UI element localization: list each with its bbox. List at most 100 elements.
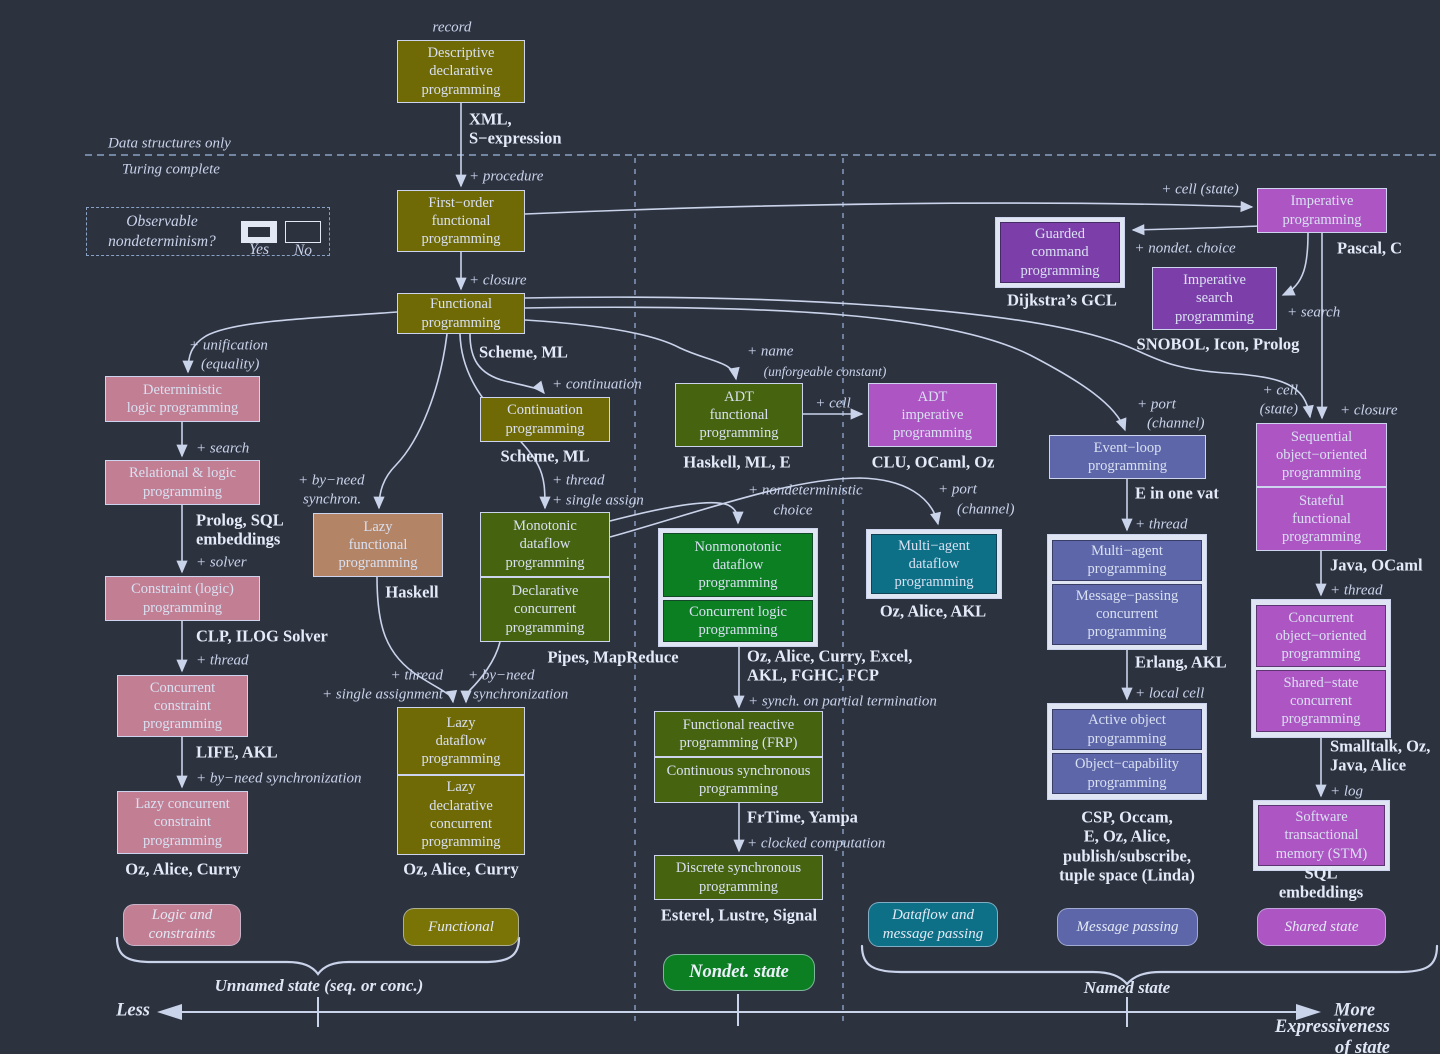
label-expressiveness: Expressiveness of state [1274, 1017, 1390, 1054]
label-plus-synch-partial: + synch. on partial termination [748, 693, 937, 710]
stm-group-box-0: Software transactional memory (STM) [1258, 805, 1385, 866]
label-plus-closure-1: + closure [469, 272, 527, 289]
label-plus-byneed-a: + by−need [298, 472, 365, 489]
label-haskell-ml-e: Haskell, ML, E [683, 452, 791, 472]
nonmonotonic-group-box-1: Concurrent logic programming [663, 600, 813, 642]
adt-imperative: ADT imperative programming [868, 383, 997, 447]
label-named-state: Named state [1083, 978, 1171, 997]
label-plus-thread-4: + thread [1135, 516, 1188, 533]
label-snobol-icon-prolog: SNOBOL, Icon, Prolog [1136, 334, 1300, 354]
label-oz-alice-akl: Oz, Alice, AKL [879, 601, 987, 621]
label-plus-byneed-b: + by−need [468, 667, 535, 684]
label-clp-ilog: CLP, ILOG Solver [196, 626, 328, 646]
label-plus-name: + name [747, 343, 794, 360]
label-plus-byneed-sync: + by−need synchronization [196, 770, 362, 787]
continuation: Continuation programming [480, 397, 610, 442]
edge-functional-to-seqoo [524, 296, 1314, 419]
label-frtime-yampa: FrTime, Yampa [747, 807, 858, 827]
nondeterminism-legend: Observable nondeterminism? Yes No [86, 207, 330, 259]
monotonic-dataflow: Monotonic dataflow programming [480, 512, 610, 577]
pill-shared-state: Shared state [1257, 908, 1386, 946]
deterministic-logic: Deterministic logic programming [105, 376, 260, 422]
nonmonotonic-group-box-0: Nonmonotonic dataflow programming [663, 533, 813, 597]
label-plus-cell-right: + cell [1262, 382, 1298, 399]
label-plus-cell-mid: + cell [815, 395, 851, 412]
pill-dataflow-message: Dataflow and message passing [868, 902, 998, 947]
nonmonotonic-group: Nonmonotonic dataflow programming Concurr… [658, 528, 818, 647]
label-plus-local-cell: + local cell [1135, 685, 1205, 702]
label-clu-ocaml-oz: CLU, OCaml, Oz [871, 452, 995, 472]
brace-unnamed-state [115, 936, 521, 976]
label-plus-clocked: + clocked computation [747, 835, 886, 852]
edge-monotonic-to-madf [609, 477, 941, 538]
label-plus-cell-state-top: + cell (state) [1161, 181, 1239, 198]
label-prolog-sql: Prolog, SQL embeddings [196, 510, 284, 549]
label-plus-procedure: + procedure [469, 168, 544, 185]
legend-question: Observable nondeterminism? [108, 213, 216, 250]
lazy-declarative-concurrent: Lazy declarative concurrent programming [397, 775, 525, 855]
event-loop: Event−loop programming [1049, 435, 1206, 479]
label-plus-thread-5: + thread [1330, 582, 1383, 599]
label-dijkstras-gcl: Dijkstra’s GCL [1007, 290, 1117, 310]
concurrent-oo-group: Concurrent object−oriented programming Sh… [1251, 599, 1391, 738]
label-oz-alice-curry-excel: Oz, Alice, Curry, Excel, AKL, FGHC, FCP [747, 646, 913, 685]
pill-functional: Functional [403, 908, 519, 946]
label-plus-port-a: + port [938, 481, 977, 498]
edge-functional-to-monotonic [459, 333, 551, 510]
label-haskell: Haskell [385, 582, 439, 602]
lazy-functional: Lazy functional programming [313, 513, 443, 577]
multiagent-group-box-1: Message−passing concurrent programming [1052, 583, 1202, 645]
label-plus-search-right: + search [1287, 304, 1341, 321]
edge-firstorder-to-imperative [524, 200, 1254, 215]
multiagent-group: Multi−agent programming Message−passing c… [1047, 534, 1207, 650]
active-object-group-box-0: Active object programming [1052, 709, 1202, 750]
guarded-command: Guarded command programming [995, 217, 1125, 288]
boundary-dashed-lines [85, 154, 1437, 1022]
stateful-functional: Stateful functional programming [1256, 487, 1387, 551]
guarded-command-box-0: Guarded command programming [1000, 222, 1120, 283]
lazy-dataflow: Lazy dataflow programming [397, 707, 525, 775]
legend-no-label: No [293, 241, 313, 259]
edge-lazyfunc-to-lazydf [376, 576, 458, 704]
edge-imperative-to-impsearch [1281, 232, 1309, 296]
imperative: Imperative programming [1257, 188, 1387, 233]
label-plus-thread-3: + thread [390, 667, 443, 684]
label-more: More [1334, 1000, 1376, 1021]
imperative-search: Imperative search programming [1152, 267, 1277, 330]
label-channel-a: (channel) [957, 501, 1015, 518]
label-sql-embeddings: SQL embeddings [1278, 863, 1364, 902]
label-plus-continuation: + continuation [552, 376, 642, 393]
label-plus-log: + log [1330, 783, 1364, 800]
label-smalltalk-oz: Smalltalk, Oz, Java, Alice [1330, 736, 1431, 775]
concurrent-oo-group-box-1: Shared−state concurrent programming [1256, 670, 1386, 732]
edge-functional-to-adtfunc [524, 319, 740, 381]
pill-logic-constraints: Logic and constraints [123, 904, 241, 946]
label-plus-nondet-choice: + nondet. choice [1134, 240, 1236, 257]
label-e-in-one-vat: E in one vat [1135, 483, 1219, 503]
label-channel-b: (channel) [1147, 415, 1205, 432]
continuous-synchronous: Continuous synchronous programming [654, 757, 823, 803]
label-oz-alice-curry-2: Oz, Alice, Curry [403, 859, 519, 879]
label-unnamed-state: Unnamed state (seq. or conc.) [214, 976, 424, 995]
label-data-structures-only: Data structures only [108, 135, 231, 152]
label-less: Less [116, 1000, 150, 1021]
brace-named-state [860, 944, 1439, 986]
label-state-right: (state) [1259, 401, 1298, 418]
edge-functional-to-eventloop [524, 306, 1127, 432]
edge-functional-to-continuation [469, 333, 545, 395]
label-plus-solver: + solver [196, 554, 247, 571]
declarative-concurrent: Declarative concurrent programming [480, 577, 610, 642]
label-plus-thread-1: + thread [196, 652, 249, 669]
label-pipes-mapreduce: Pipes, MapReduce [547, 647, 679, 667]
label-csp-occam: CSP, Occam, E, Oz, Alice, publish/subscr… [1059, 807, 1195, 885]
first-order: First−order functional programming [397, 190, 525, 252]
label-life-akl: LIFE, AKL [196, 742, 278, 762]
label-plus-single-assignment: + single assignment [322, 686, 443, 703]
concurrent-oo-group-box-0: Concurrent object−oriented programming [1256, 605, 1386, 667]
edge-functional-to-detlogic [182, 311, 398, 374]
edge-declconc-to-lazydf [460, 641, 501, 704]
pill-message-passing: Message passing [1057, 908, 1198, 946]
multiagent-dataflow: Multi−agent dataflow programming [866, 529, 1002, 599]
